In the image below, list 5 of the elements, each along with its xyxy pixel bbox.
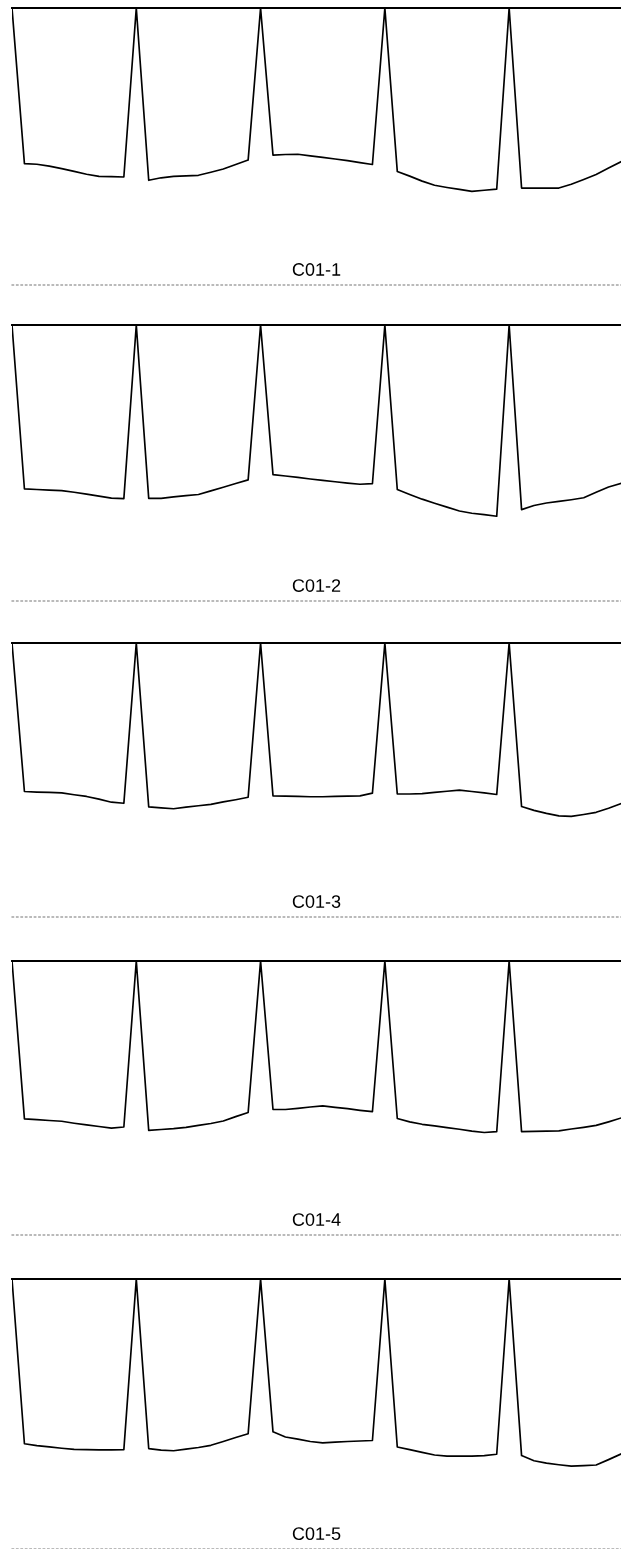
annotation: C01-1: [292, 263, 341, 276]
annotation: C01-2: [292, 579, 341, 592]
annotation: C01-3: [292, 895, 341, 908]
annotation: C01-5: [292, 1527, 341, 1541]
annotation: C01-4: [292, 1213, 341, 1226]
